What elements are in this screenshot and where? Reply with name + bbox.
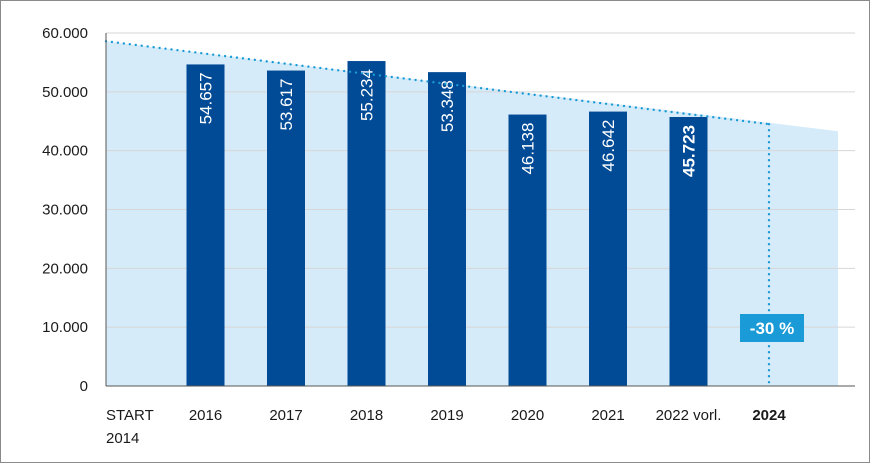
bar-value-label: 53.348 xyxy=(438,80,457,132)
y-tick-label: 20.000 xyxy=(42,260,88,277)
x-tick-label: 2018 xyxy=(350,407,383,424)
bar xyxy=(186,64,225,387)
y-tick-label: 60.000 xyxy=(42,25,88,42)
bar-value-label: 46.138 xyxy=(519,123,538,175)
x-tick-label-line2: 2014 xyxy=(106,430,139,447)
y-tick-label: 10.000 xyxy=(42,319,88,336)
bar-value-label: 46.642 xyxy=(599,120,618,172)
x-tick-label: 2017 xyxy=(269,407,302,424)
y-tick-label: 0 xyxy=(80,378,88,395)
bar xyxy=(589,111,627,386)
x-tick-label: 2024 xyxy=(752,407,786,424)
x-tick-label: 2021 xyxy=(591,407,624,424)
trend-layer: -30 % xyxy=(104,40,804,388)
target-badge-label: -30 % xyxy=(750,319,794,338)
x-tick-label: 2019 xyxy=(430,407,463,424)
target-badge xyxy=(740,314,804,342)
bar xyxy=(267,70,305,386)
axes-layer: 0 10.000 20.000 30.000 40.000 50.000 60.000 STA… xyxy=(42,25,855,447)
bar xyxy=(669,116,708,387)
y-tick-label: 40.000 xyxy=(42,143,88,160)
y-tick-label: 30.000 xyxy=(42,202,88,219)
gridlines xyxy=(106,32,855,328)
bar-value-label: 54.657 xyxy=(197,72,216,124)
x-tick-label: 2020 xyxy=(511,407,544,424)
bar-value-label: 53.617 xyxy=(277,79,296,131)
bars-layer: 54.657 53.617 55.234 53.348 46.138 46.642 45.7… xyxy=(186,61,708,387)
bar-value-label: 55.234 xyxy=(358,69,377,121)
bar xyxy=(347,61,386,386)
target-trend-line xyxy=(104,40,771,126)
y-tick-label: 50.000 xyxy=(42,84,88,101)
bar-value-label: 45.723 xyxy=(680,125,699,177)
x-tick-label: START xyxy=(106,407,154,424)
bar xyxy=(428,72,466,387)
x-tick-label: 2016 xyxy=(189,407,222,424)
x-tick-label: 2022 vorl. xyxy=(656,407,722,424)
bar xyxy=(508,114,547,387)
